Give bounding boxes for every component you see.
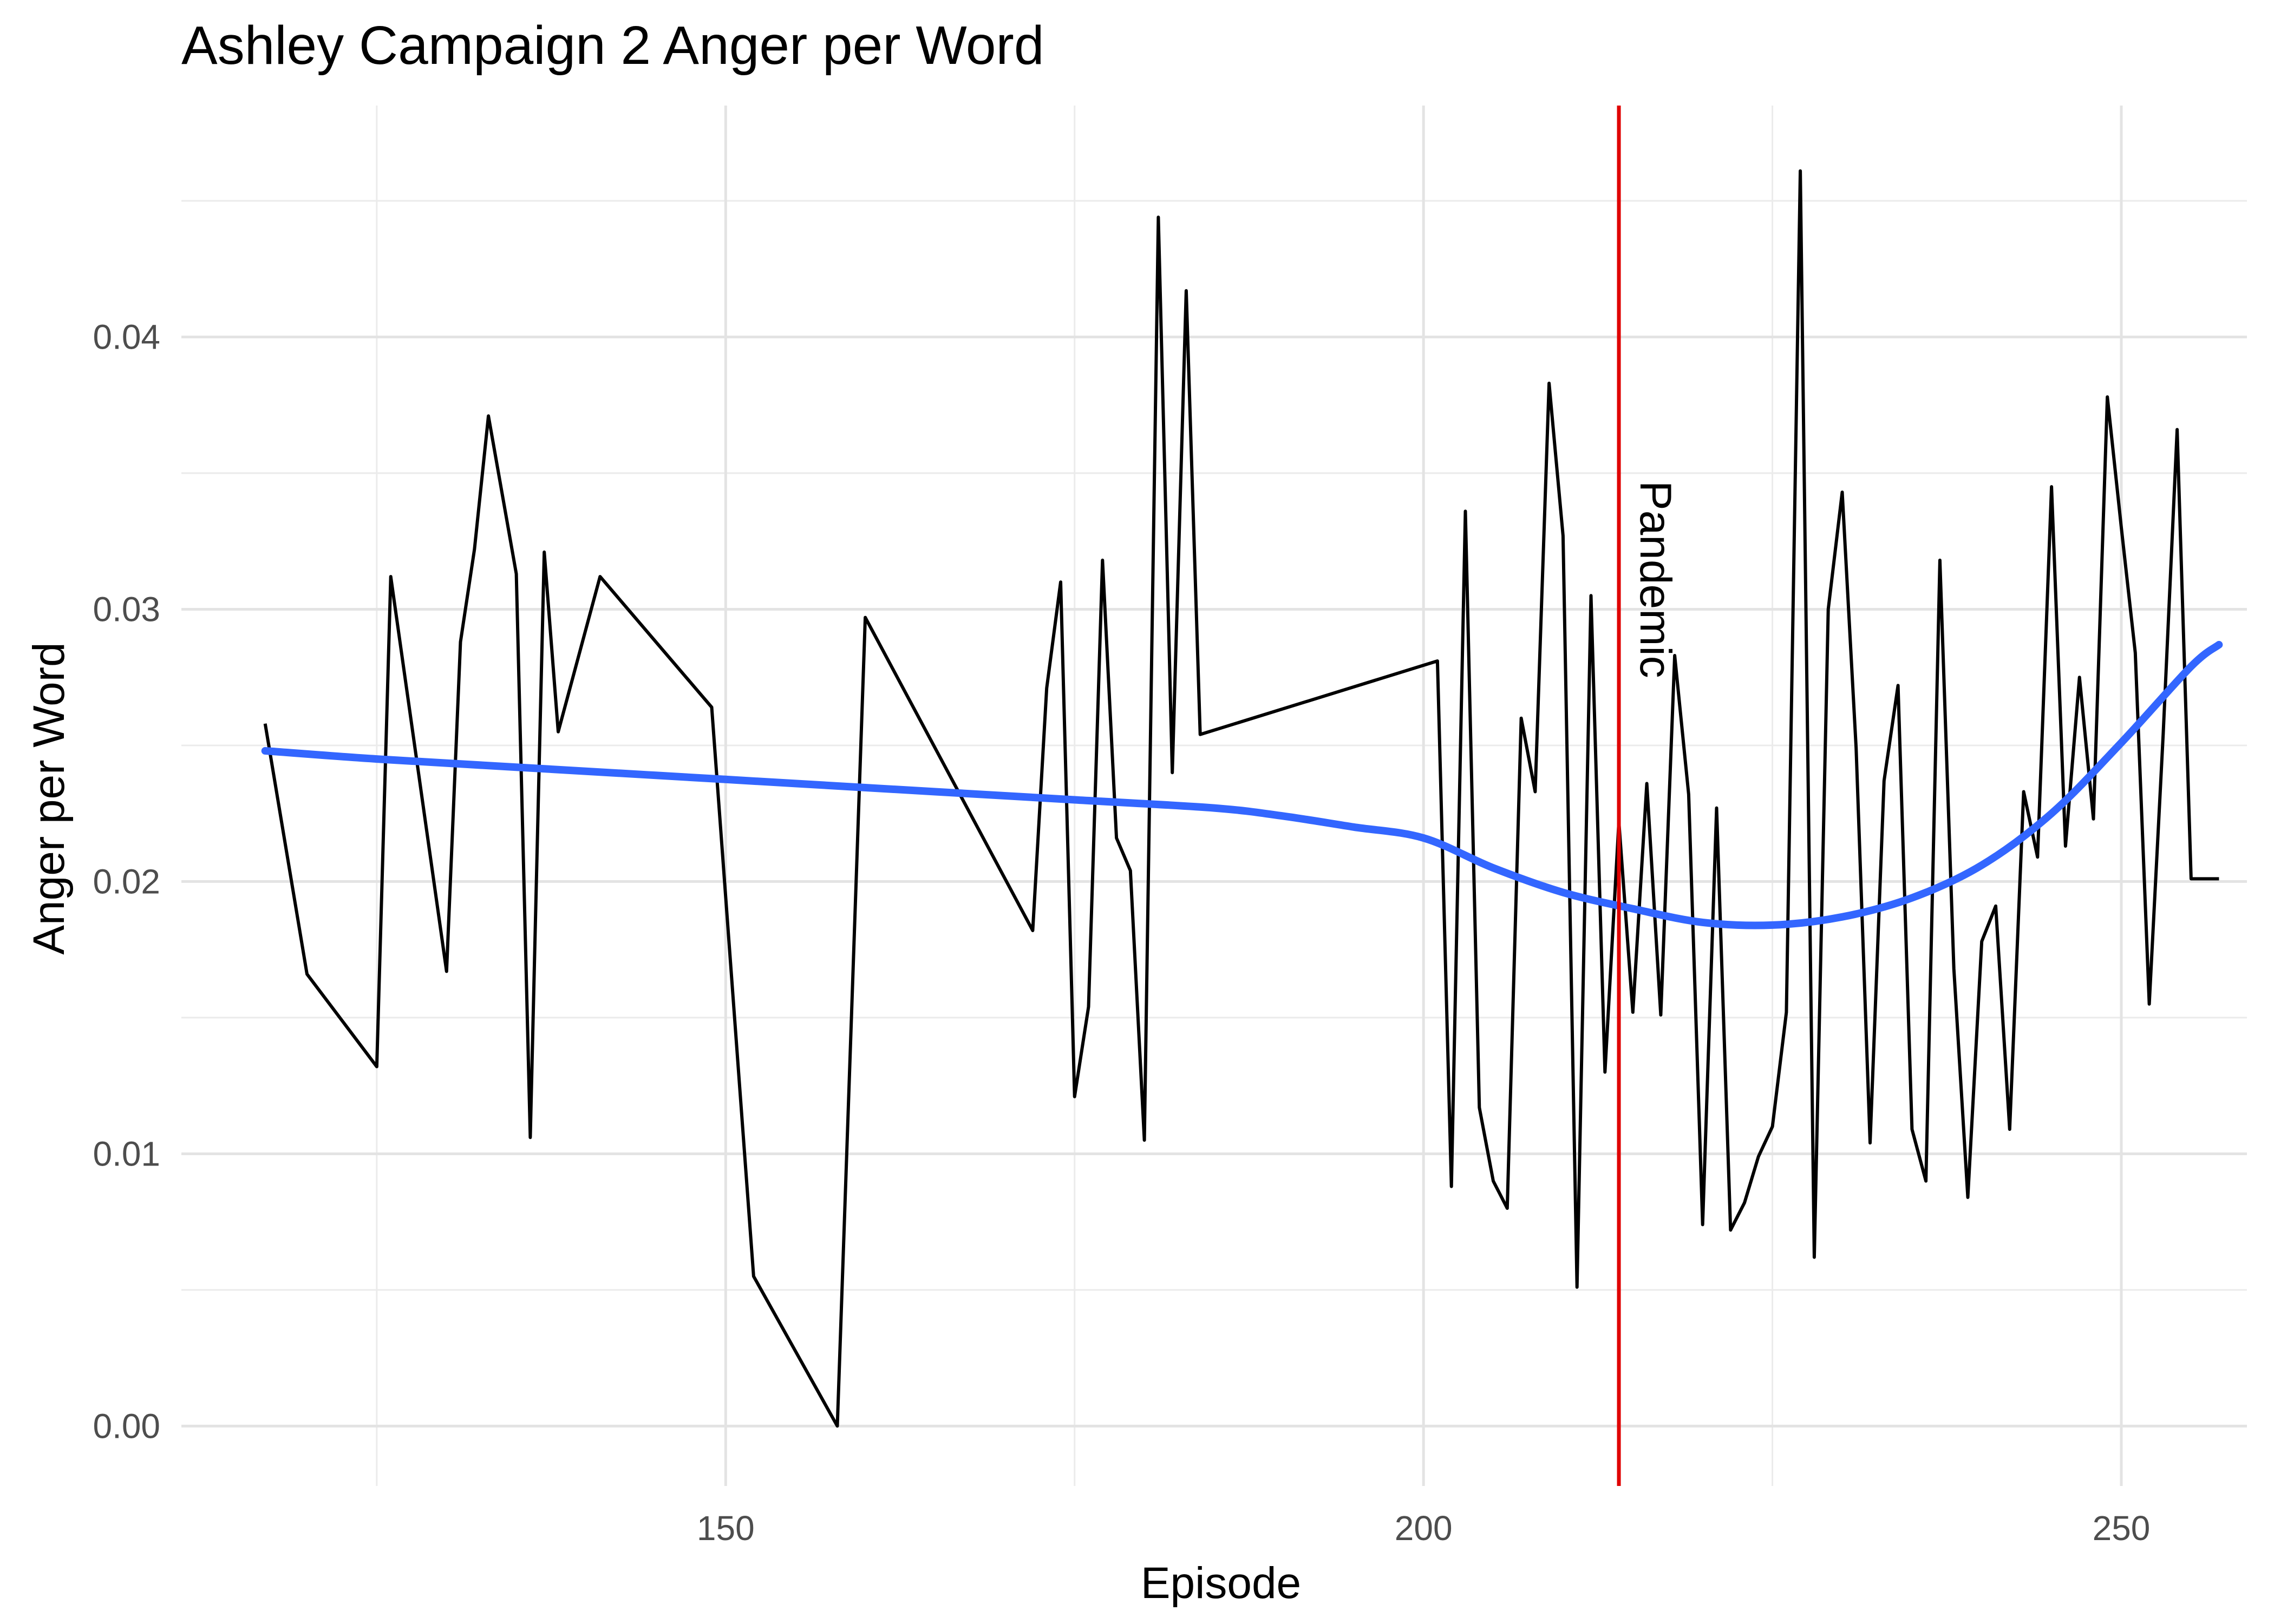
- x-axis-title: Episode: [1141, 1558, 1301, 1608]
- x-tick-label: 250: [2093, 1509, 2151, 1548]
- x-tick-label: 150: [697, 1509, 755, 1548]
- annotation-layer: Pandemic: [1617, 106, 1680, 1486]
- x-tick-label: 200: [1395, 1509, 1453, 1548]
- pandemic-label: Pandemic: [1631, 481, 1680, 678]
- y-tick-label: 0.04: [93, 318, 160, 357]
- tick-labels: 150 200 250 0.00 0.01 0.02 0.03 0.04: [93, 318, 2150, 1548]
- y-tick-label: 0.00: [93, 1406, 160, 1445]
- y-tick-label: 0.03: [93, 590, 160, 628]
- grid-major: [181, 106, 2247, 1486]
- y-tick-label: 0.02: [93, 862, 160, 901]
- smooth-trend-line: [261, 640, 2223, 929]
- y-axis-title: Anger per Word: [24, 642, 74, 954]
- grid-minor: [181, 106, 2247, 1486]
- y-tick-label: 0.01: [93, 1134, 160, 1173]
- chart-title: Ashley Campaign 2 Anger per Word: [181, 15, 1044, 76]
